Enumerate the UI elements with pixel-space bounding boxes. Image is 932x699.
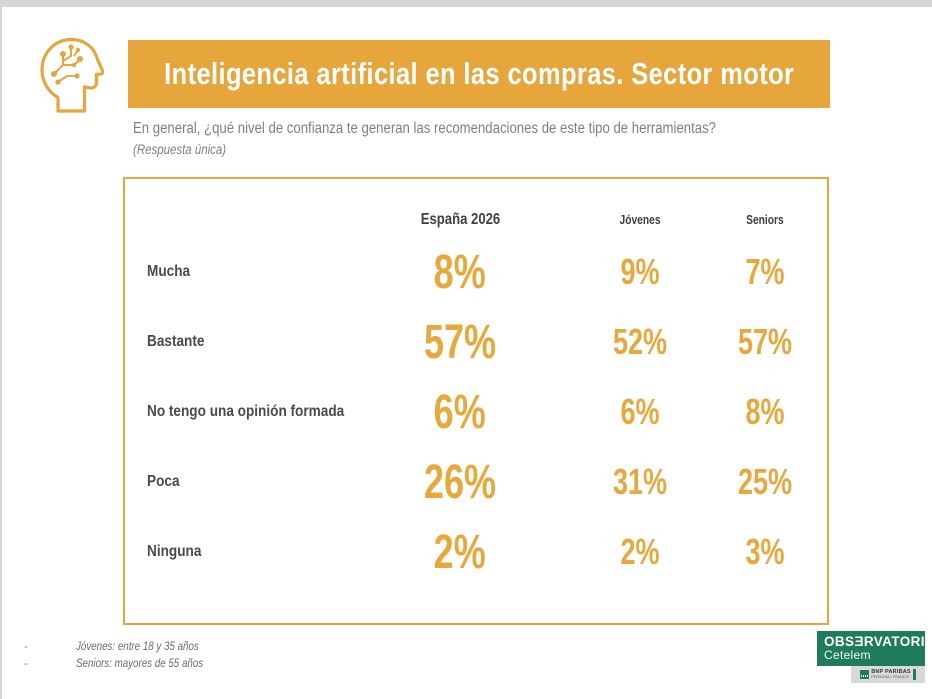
column-header-jovenes: Jóvenes — [619, 213, 661, 227]
table-row: No tengo una opinión formada 6% 6% 8% — [125, 377, 827, 447]
footnote-seniors: - Seniors: mayores de 55 años — [24, 656, 226, 673]
value-no-opinion-seniors: 8% — [745, 391, 785, 432]
page-title: Inteligencia artificial en las compras. … — [163, 56, 795, 91]
footnote-bullet: - — [24, 641, 28, 653]
title-banner: Inteligencia artificial en las compras. … — [128, 40, 830, 108]
observatorio-wordmark: OBSƎRVATORIO — [824, 634, 932, 649]
response-note: (Respuesta única) — [133, 142, 227, 157]
value-poca-espana: 26% — [423, 455, 497, 509]
table-row: Poca 26% 31% 25% — [125, 447, 827, 517]
bnp-paribas-wordmark: BNP PARIBAS — [871, 669, 911, 675]
head-circuit-icon — [40, 37, 105, 113]
value-ninguna-jovenes: 2% — [620, 531, 660, 572]
row-label-ninguna: Ninguna — [147, 543, 202, 560]
bnp-green-bar — [912, 669, 916, 680]
column-header-seniors: Seniors — [746, 213, 784, 227]
question-block: En general, ¿qué nivel de confianza te g… — [133, 120, 833, 157]
cetelem-wordmark: Cetelem — [824, 648, 871, 662]
table-row: Bastante 57% 52% 57% — [125, 307, 827, 377]
footnote-bullet: - — [24, 658, 28, 670]
observatorio-logo-box: OBSƎRVATORIO Cetelem — [817, 631, 932, 666]
value-no-opinion-espana: 6% — [433, 385, 487, 439]
results-table: España 2026 Jóvenes Seniors Mucha 8% 9% … — [123, 177, 829, 625]
footnote-jovenes-text: Jóvenes: entre 18 y 35 años — [76, 641, 199, 653]
footnote-jovenes: - Jóvenes: entre 18 y 35 años — [24, 639, 226, 656]
observatorio-cetelem-logo: OBSƎRVATORIO Cetelem BNP PARIBAS PERSONA… — [817, 631, 932, 683]
row-label-no-opinion: No tengo una opinión formada — [147, 403, 345, 420]
value-mucha-jovenes: 9% — [620, 251, 660, 292]
value-ninguna-seniors: 3% — [745, 531, 785, 572]
question-text: En general, ¿qué nivel de confianza te g… — [133, 120, 717, 137]
footnote-seniors-text: Seniors: mayores de 55 años — [76, 658, 204, 670]
column-header-espana-2026: España 2026 — [420, 211, 500, 228]
bnp-personal-finance-label: PERSONAL FINANCE — [871, 674, 910, 679]
row-label-poca: Poca — [147, 473, 180, 490]
bnp-paribas-logo-strip: BNP PARIBAS PERSONAL FINANCE — [851, 666, 925, 683]
value-bastante-espana: 57% — [423, 315, 497, 369]
window-top-edge — [0, 0, 932, 7]
value-no-opinion-jovenes: 6% — [620, 391, 660, 432]
value-bastante-jovenes: 52% — [612, 321, 668, 362]
window-left-edge — [0, 0, 2, 699]
value-ninguna-espana: 2% — [433, 525, 487, 579]
footnotes: - Jóvenes: entre 18 y 35 años - Seniors:… — [24, 639, 226, 673]
bnp-paribas-icon — [860, 670, 870, 679]
value-poca-jovenes: 31% — [612, 461, 668, 502]
row-label-mucha: Mucha — [147, 263, 191, 280]
ai-head-icon — [34, 34, 105, 114]
table-row: Mucha 8% 9% 7% — [125, 237, 827, 307]
value-mucha-seniors: 7% — [745, 251, 785, 292]
value-bastante-seniors: 57% — [737, 321, 793, 362]
table-row: Ninguna 2% 2% 3% — [125, 517, 827, 587]
value-poca-seniors: 25% — [737, 461, 793, 502]
table-header-row: España 2026 Jóvenes Seniors — [125, 203, 827, 237]
value-mucha-espana: 8% — [433, 245, 487, 299]
row-label-bastante: Bastante — [147, 333, 205, 350]
